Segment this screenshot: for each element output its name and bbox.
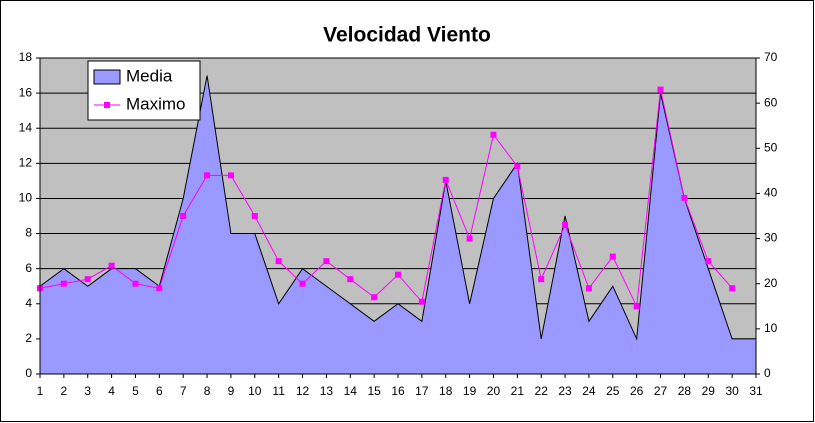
y-tick-label: 6 (25, 261, 32, 275)
x-tick-label: 8 (204, 384, 211, 398)
marker (585, 285, 592, 292)
x-tick-label: 27 (654, 384, 668, 398)
x-tick-label: 26 (630, 384, 644, 398)
x-tick-label: 4 (108, 384, 115, 398)
legend-swatch (93, 69, 121, 85)
x-tick-label: 25 (606, 384, 620, 398)
x-tick-label: 9 (228, 384, 235, 398)
marker (418, 298, 425, 305)
marker (514, 163, 521, 170)
marker (156, 285, 163, 292)
x-tick-label: 16 (391, 384, 405, 398)
y-tick-label: 8 (25, 226, 32, 240)
marker (490, 131, 497, 138)
x-tick-label: 1 (37, 384, 44, 398)
legend-label: Maximo (126, 94, 186, 113)
y-tick-label: 4 (25, 296, 32, 310)
x-tick-label: 15 (367, 384, 381, 398)
marker (371, 294, 378, 301)
x-tick-label: 19 (463, 384, 477, 398)
y-tick-label: 18 (19, 50, 33, 64)
marker (395, 271, 401, 278)
x-tick-label: 28 (678, 384, 692, 398)
marker (538, 276, 545, 283)
x-tick-label: 5 (132, 384, 139, 398)
x-tick-label: 7 (180, 384, 187, 398)
line (39, 89, 733, 309)
marker (466, 235, 473, 242)
x-tick-label: 13 (320, 384, 334, 398)
marker (681, 194, 688, 201)
marker (299, 280, 306, 287)
x-tick-label: 24 (582, 384, 596, 398)
marker (180, 213, 187, 219)
marker (562, 222, 569, 229)
y2-tick-label: 40 (764, 186, 778, 200)
y2-tick-label: 10 (764, 321, 778, 335)
marker (60, 280, 67, 287)
marker (347, 276, 354, 283)
x-tick-label: 14 (344, 384, 358, 398)
x-tick-label: 3 (84, 384, 91, 398)
x-tick-label: 30 (725, 384, 739, 398)
chart-title: Velocidad Viento (323, 24, 491, 47)
x-tick-label: 17 (415, 384, 429, 398)
y2-tick-label: 20 (764, 276, 778, 290)
y2-tick-label: 70 (764, 50, 778, 64)
y-tick-label: 16 (19, 85, 33, 99)
y2-tick-label: 50 (764, 140, 778, 154)
marker (633, 303, 640, 310)
marker (132, 280, 139, 287)
y-tick-label: 14 (19, 120, 33, 134)
x-tick-label: 23 (558, 384, 572, 398)
x-tick-label: 21 (511, 384, 525, 398)
x-tick-label: 10 (248, 384, 262, 398)
marker (323, 258, 330, 265)
y2-tick-label: 0 (764, 366, 771, 380)
marker (657, 86, 664, 93)
y2-tick-label: 60 (764, 95, 778, 109)
legend-label: Media (126, 66, 173, 85)
x-tick-label: 6 (156, 384, 163, 398)
x-tick-label: 22 (535, 384, 549, 398)
y-tick-label: 12 (19, 156, 33, 170)
marker (275, 258, 282, 265)
legend-marker (104, 102, 110, 108)
x-tick-label: 31 (749, 384, 763, 398)
marker (251, 213, 258, 219)
marker (227, 172, 234, 179)
x-tick-label: 12 (296, 384, 310, 398)
x-tick-label: 29 (702, 384, 716, 398)
y-tick-label: 10 (19, 191, 33, 205)
marker (609, 253, 616, 260)
marker (204, 172, 211, 179)
y-tick-label: 2 (25, 331, 32, 345)
x-tick-label: 20 (487, 384, 501, 398)
y2-tick-label: 30 (764, 231, 778, 245)
marker (442, 176, 449, 183)
marker (729, 285, 736, 292)
y-tick-label: 0 (25, 366, 32, 380)
x-tick-label: 11 (272, 384, 285, 398)
marker (84, 276, 91, 283)
marker (705, 258, 712, 265)
x-tick-label: 18 (439, 384, 453, 398)
marker (108, 262, 115, 269)
x-tick-label: 2 (61, 384, 68, 398)
